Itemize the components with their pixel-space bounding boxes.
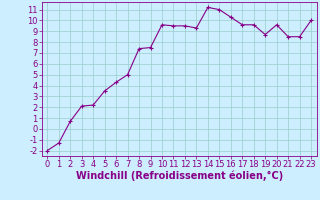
X-axis label: Windchill (Refroidissement éolien,°C): Windchill (Refroidissement éolien,°C) <box>76 171 283 181</box>
